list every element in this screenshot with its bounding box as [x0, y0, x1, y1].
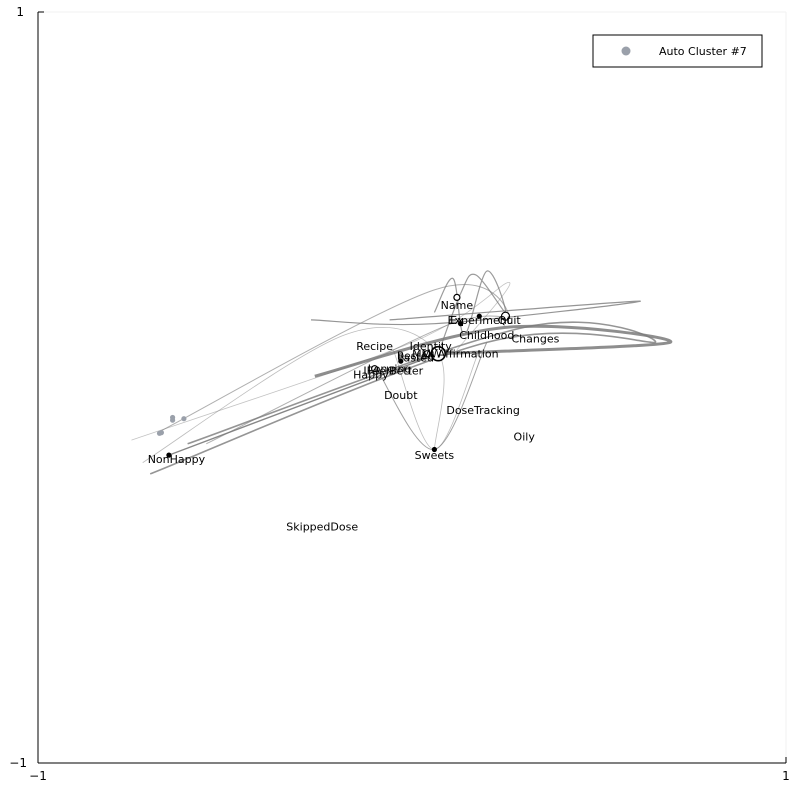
node-point-9: [423, 350, 431, 358]
y-tick-label-top: 1: [16, 5, 24, 19]
node-label-changes: Changes: [511, 333, 559, 346]
node-label-skippeddose: SkippedDose: [286, 520, 358, 533]
node-point-2: [453, 293, 461, 301]
node-point-3: [476, 313, 482, 319]
plot-frame: 1 −1 −1 1: [9, 5, 790, 783]
node-label-longing: Longing: [368, 363, 412, 376]
node-label-happy: Happy: [353, 368, 389, 381]
node-point-8: [430, 345, 447, 362]
node-label-nonhappy: NonHappy: [148, 453, 206, 466]
node-point-1: [431, 446, 437, 453]
node-label-sweets: Sweets: [415, 449, 455, 462]
x-tick-label-left: −1: [29, 769, 47, 783]
x-tick-label-right: 1: [782, 769, 790, 783]
node-label-dosetracking: DoseTracking: [446, 404, 520, 417]
node-label-ifeelbetter: IFeelBetter: [363, 365, 423, 378]
legend: Auto Cluster #7: [592, 34, 763, 68]
node-label-rested: Rested: [397, 350, 435, 363]
node-label-experiment: Experiment: [448, 314, 512, 327]
cluster-point-4: [156, 430, 163, 436]
edge-4: [310, 300, 641, 326]
node-point-7: [371, 365, 379, 373]
node-point-6: [398, 358, 404, 364]
node-label-affirmation: Affirmation: [438, 348, 499, 361]
node-point-0: [166, 452, 172, 458]
node-point-5: [458, 321, 464, 327]
node-label-recipe: Recipe: [356, 340, 393, 353]
node-label-identity: Identity: [410, 340, 453, 353]
node-label-pasted: Pasted: [397, 352, 434, 365]
edge-8: [131, 282, 511, 441]
edge-7: [142, 326, 445, 463]
node-label-mmw: MMW: [412, 348, 442, 361]
cluster-point-2: [181, 416, 187, 422]
cluster-points: [156, 414, 187, 436]
edge-2: [314, 324, 673, 378]
edge-6: [433, 270, 507, 354]
node-label-ex: Ex: [450, 314, 464, 327]
edge-1: [149, 321, 657, 475]
node-label-oily: Oily: [514, 430, 536, 443]
y-tick-label-bottom: −1: [9, 756, 27, 770]
edge-0: [168, 353, 439, 456]
legend-marker: [621, 46, 631, 56]
node-label-name: Name: [441, 299, 474, 312]
legend-label: Auto Cluster #7: [659, 45, 747, 58]
cluster-point-1: [170, 417, 176, 423]
node-label-childhood: Childhood: [459, 329, 514, 342]
graph-nodes: [166, 293, 511, 458]
legend-box: [592, 34, 763, 68]
node-point-4: [500, 311, 511, 321]
node-label-quit: Quit: [498, 314, 522, 327]
node-label-doubt: Doubt: [384, 389, 418, 402]
